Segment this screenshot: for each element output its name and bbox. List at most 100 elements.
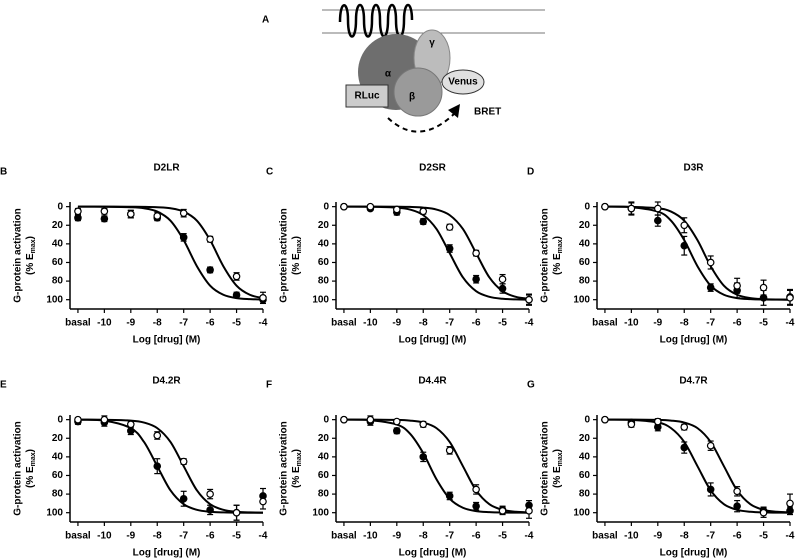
data-point <box>206 490 214 498</box>
chart: B D2LR G-protein activation (% Emax) Log [dr… <box>0 163 268 346</box>
data-point <box>419 453 428 461</box>
chart-title: D3R <box>683 163 704 174</box>
y-tick-label: 40 <box>318 452 330 463</box>
data-point <box>786 294 794 302</box>
gamma-label: γ <box>429 38 435 49</box>
data-point <box>786 499 794 508</box>
x-tick-label: -6 <box>206 531 215 542</box>
y-tick-label: 80 <box>318 276 330 287</box>
y-axis-label: G-protein activation <box>279 421 290 515</box>
data-point <box>153 431 162 440</box>
y-axis-label-part: (% E <box>291 466 302 488</box>
data-point <box>680 443 689 452</box>
data-point <box>179 457 188 466</box>
x-tick-label: -6 <box>206 318 215 329</box>
data-point <box>100 415 109 424</box>
data-point <box>706 258 715 267</box>
y-axis-label-part: ) <box>552 449 563 452</box>
y-axis-label-part: (% E <box>552 253 563 275</box>
y-tick-label: 60 <box>579 257 591 268</box>
data-point <box>127 420 135 429</box>
x-tick-label: -7 <box>706 318 715 329</box>
data-point <box>472 485 480 494</box>
x-tick-label: -10 <box>363 318 378 329</box>
x-axis-label: Log [drug] (M) <box>133 548 201 559</box>
x-tick-label: -6 <box>472 531 481 542</box>
y-axis-label-part: (% E <box>291 253 302 275</box>
x-tick-label: -10 <box>97 531 112 542</box>
data-point <box>472 249 480 257</box>
x-tick-label: -5 <box>232 318 241 329</box>
x-axis-label: Log [drug] (M) <box>660 548 728 559</box>
x-tick-label: -9 <box>126 318 135 329</box>
chart-title: D2LR <box>153 163 180 174</box>
alpha-label: α <box>385 69 392 80</box>
data-point <box>706 485 715 494</box>
data-point <box>654 216 662 225</box>
y-axis-label: (% Emax) <box>291 236 304 275</box>
x-tick-label: -8 <box>419 531 428 542</box>
data-point <box>627 420 636 429</box>
y-tick-label: 100 <box>573 507 590 518</box>
panel-label: F <box>266 380 272 391</box>
y-axis-label-part: max <box>296 239 303 253</box>
y-tick-label: 100 <box>312 294 329 305</box>
data-point <box>74 415 82 424</box>
x-tick-label: -10 <box>624 318 639 329</box>
x-tick-label: -5 <box>498 318 507 329</box>
x-tick-label: -8 <box>680 318 689 329</box>
y-tick-label: 100 <box>46 507 63 518</box>
data-point <box>445 492 454 500</box>
y-tick-label: 0 <box>323 414 329 425</box>
x-tick-label: -9 <box>653 318 662 329</box>
data-point <box>232 508 241 517</box>
data-point <box>206 235 214 244</box>
panel-label: B <box>0 167 7 178</box>
y-tick-label: 20 <box>52 433 64 444</box>
data-point <box>733 502 741 510</box>
x-axis-label: Log [drug] (M) <box>660 335 728 346</box>
y-tick-label: 0 <box>323 201 329 212</box>
y-axis-label: (% Emax) <box>25 236 38 275</box>
y-tick-label: 0 <box>584 414 590 425</box>
data-point <box>179 494 188 503</box>
x-tick-label: -4 <box>525 318 534 329</box>
x-tick-label: -7 <box>445 531 454 542</box>
y-tick-label: 60 <box>579 470 591 481</box>
x-axis-label: Log [drug] (M) <box>133 335 201 346</box>
x-tick-label: -6 <box>733 531 742 542</box>
bret-arrow <box>387 111 457 133</box>
data-point <box>654 417 662 426</box>
data-point <box>733 281 741 290</box>
y-axis-label-part: max <box>30 452 37 466</box>
data-point <box>127 210 135 218</box>
data-point <box>498 284 507 293</box>
data-point <box>601 415 609 424</box>
y-axis-label: G-protein activation <box>13 421 24 515</box>
y-tick-label: 0 <box>584 201 590 212</box>
fit-curve <box>343 418 530 514</box>
data-point <box>153 462 162 470</box>
data-point <box>472 275 480 284</box>
data-point <box>340 202 348 211</box>
y-axis-label: (% Emax) <box>552 236 565 275</box>
x-tick-label: -4 <box>525 531 534 542</box>
data-point <box>733 487 741 496</box>
panel-label: G <box>527 380 535 391</box>
x-tick-label: -8 <box>153 318 162 329</box>
x-tick-label: -9 <box>392 531 401 542</box>
data-point <box>393 427 401 435</box>
chart: F D4.4R G-protein activation (% Emax) Log [d… <box>266 376 534 559</box>
x-tick-label: -10 <box>624 531 639 542</box>
x-tick-label: basal <box>592 318 618 329</box>
x-tick-label: -7 <box>445 318 454 329</box>
panel-label: D <box>527 167 534 178</box>
data-point <box>472 502 480 510</box>
x-tick-label: -5 <box>759 318 768 329</box>
diagram: A α β γ RLuc Venus BRET <box>262 3 545 133</box>
y-tick-label: 20 <box>579 220 591 231</box>
data-point <box>100 214 109 223</box>
chart-title: D4.4R <box>418 376 447 387</box>
y-tick-label: 80 <box>52 276 64 287</box>
